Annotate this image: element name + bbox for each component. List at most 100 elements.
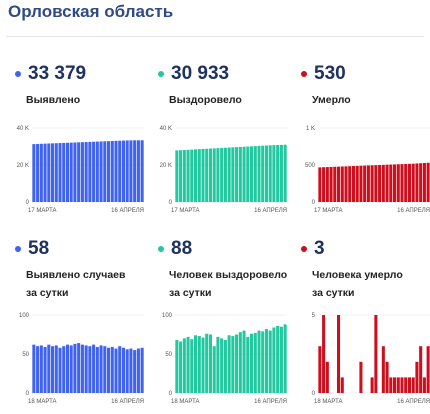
x-tick-label-end: 16 АПРЕЛЯ [111,399,144,405]
bar [340,166,344,202]
bar [261,331,265,393]
stat-value-row: 88 [153,235,192,263]
y-tick-label: 40 K [160,126,172,132]
bar [73,142,77,202]
bar [99,141,103,202]
bar [110,140,114,202]
stat-label: Выздоровело [169,91,242,109]
chart: 0 5 18 МАРТА 16 АПРЕЛЯ [312,313,430,405]
bar [140,347,144,393]
bar [133,350,137,393]
stat-label-line: Выявлено [26,94,81,106]
stat-label-line: Человека умерло [312,269,403,281]
bar [422,377,426,393]
bar [103,346,107,393]
bar [393,164,397,202]
bar [95,346,99,393]
stat-panel: 30 933 Выздоровело 0 20 K 40 K 17 МАРТА 16 АПР… [153,60,293,230]
stat-label-line: за сутки [26,287,69,299]
bar [264,145,268,202]
bar [208,148,212,202]
bar [253,146,257,202]
bar [80,142,84,202]
bar [88,141,92,203]
stat-label: Человек выздоровело за сутки [169,266,287,302]
series-dot-icon [158,246,164,252]
bar [129,140,133,202]
x-tick-label-start: 18 МАРТА [171,399,200,405]
stat-panel: 3 Человека умерло за сутки 0 5 18 МАРТА 16 АПР… [296,235,430,405]
y-tick-label: 0 [312,391,316,397]
bar [355,165,359,202]
x-tick-label-start: 17 МАРТА [314,208,343,214]
bar [426,162,430,202]
bar [246,336,250,393]
bar [227,335,231,393]
bar [231,336,235,393]
y-tick-label: 0 [169,200,173,206]
bar [268,145,272,202]
bar [404,163,408,202]
bar [216,148,220,202]
bar [84,345,88,393]
bar [378,165,382,202]
bar [69,142,73,202]
stat-value: 30 933 [171,63,230,84]
bar [272,145,276,202]
x-tick-label-start: 17 МАРТА [28,208,57,214]
bar [118,346,122,393]
bar [359,165,363,202]
stat-value-row: 33 379 [10,60,86,88]
bar [190,149,194,202]
stat-value: 530 [314,63,346,84]
bar [283,324,287,393]
bar [179,150,183,202]
bar [415,361,419,393]
bar [186,149,190,202]
bar [65,142,69,202]
x-tick-label-start: 18 МАРТА [28,399,57,405]
bar [114,348,118,393]
bar [118,140,122,202]
bar [396,377,400,393]
bar [133,140,137,202]
stat-label: Умерло [312,91,351,109]
bar [400,164,404,202]
bar [39,143,43,202]
y-tick-label: 50 [165,352,172,358]
bar [95,141,99,202]
bar [235,147,239,202]
bar [201,337,205,393]
x-tick-label-start: 17 МАРТА [171,208,200,214]
bar [366,165,370,202]
bar [190,339,194,393]
bar [208,334,212,393]
bar [43,143,47,202]
stat-label: Выявлено случаев за сутки [26,266,125,302]
bar [121,347,125,393]
stat-value: 33 379 [28,63,87,84]
bar [54,345,58,393]
bar [205,148,209,202]
bar [276,325,280,393]
bar [348,166,352,202]
bar [110,346,114,393]
bar [186,336,190,393]
bar [77,142,81,202]
stat-label: Человека умерло за сутки [312,266,403,302]
bar [175,150,179,202]
stat-value-row: 530 [296,60,346,88]
bar [235,334,239,393]
stat-value-row: 30 933 [153,60,229,88]
stat-label-line: Умерло [312,94,351,106]
y-tick-label: 0 [26,200,30,206]
bar [322,315,326,393]
series-dot-icon [15,71,21,77]
y-tick-label: 100 [19,313,30,319]
stat-panel: 88 Человек выздоровело за сутки 0 50 100 18 МА… [153,235,293,405]
stat-value-row: 58 [10,235,49,263]
stat-label-line: Выздоровело [169,94,242,106]
bar [337,166,341,202]
bar [36,346,40,393]
bar [351,166,355,202]
